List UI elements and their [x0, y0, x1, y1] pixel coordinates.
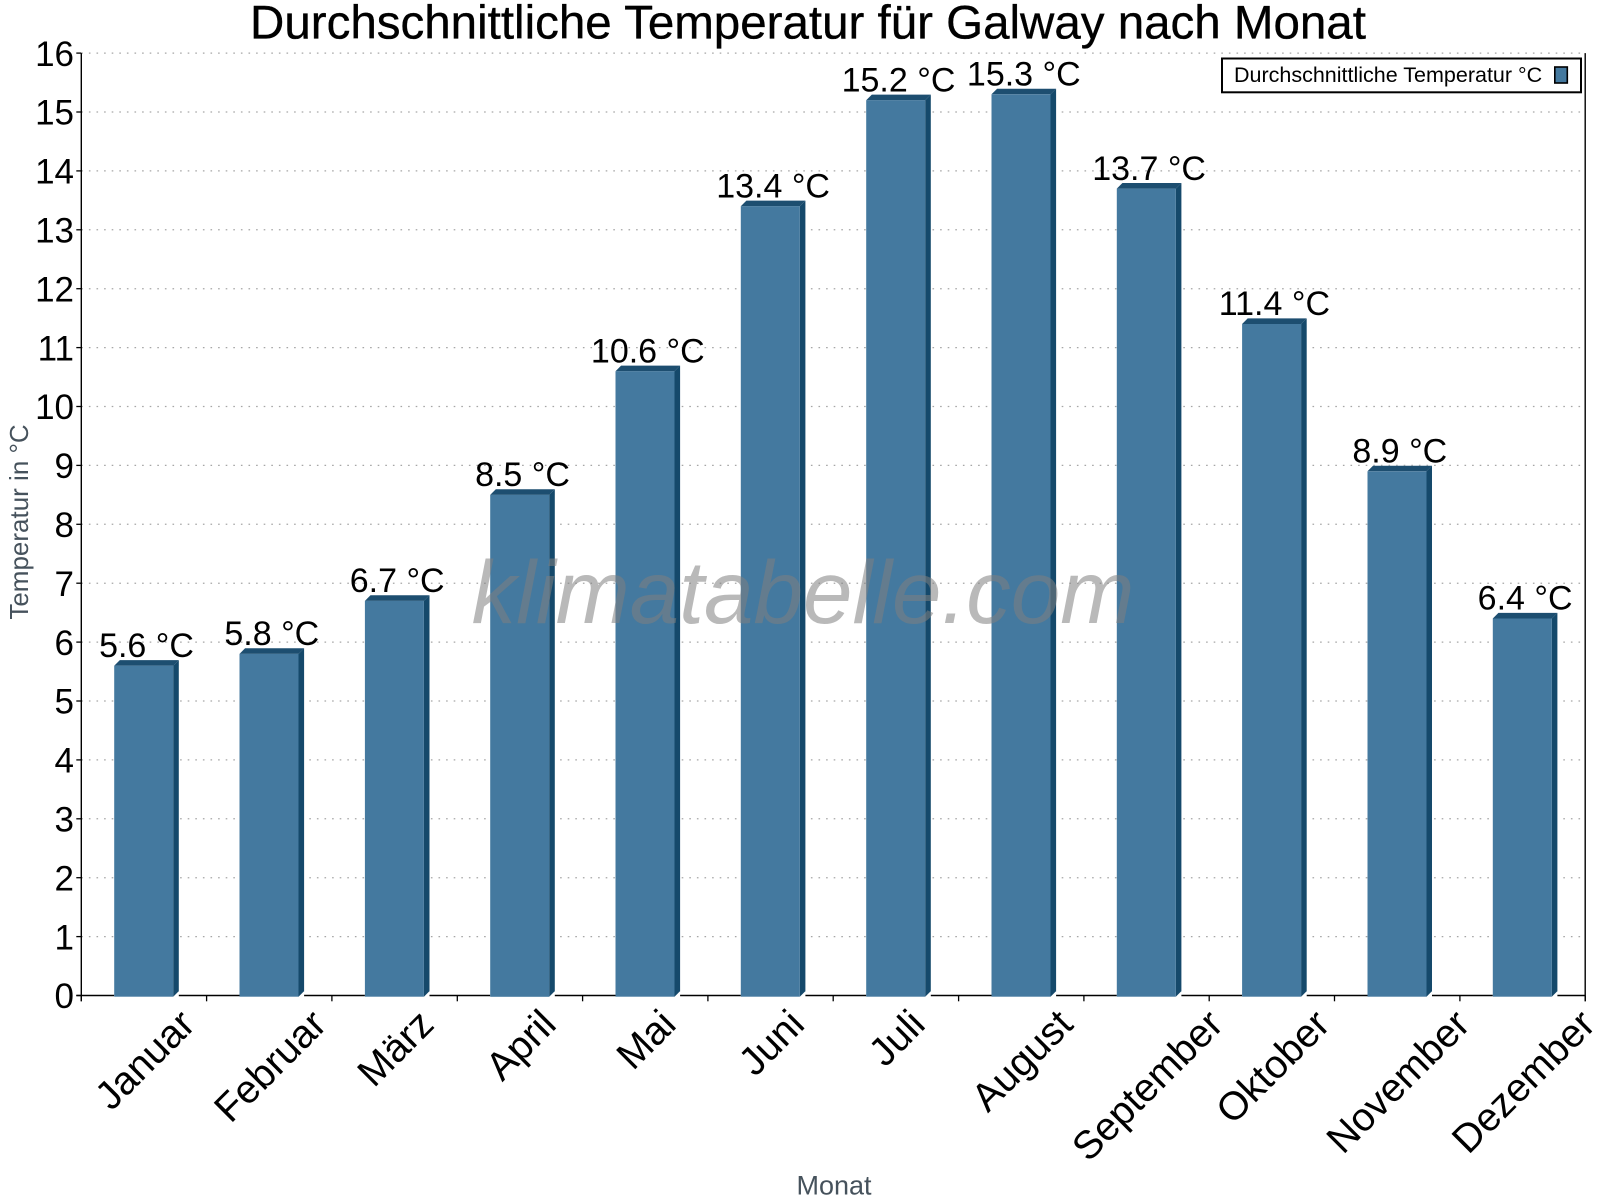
svg-text:6.7 °C: 6.7 °C: [350, 562, 445, 600]
svg-text:11: 11: [38, 329, 74, 368]
svg-text:6.4 °C: 6.4 °C: [1478, 580, 1573, 618]
svg-text:8: 8: [55, 506, 74, 545]
svg-text:12: 12: [35, 270, 74, 309]
svg-text:Durchschnittliche Temperatur °: Durchschnittliche Temperatur °C: [1234, 63, 1542, 87]
svg-text:Monat: Monat: [796, 1171, 872, 1200]
svg-text:11.4 °C: 11.4 °C: [1219, 285, 1330, 323]
svg-text:9: 9: [55, 447, 74, 486]
svg-text:13.4 °C: 13.4 °C: [716, 167, 830, 205]
svg-text:Durchschnittliche Temperatur f: Durchschnittliche Temperatur für Galway …: [250, 0, 1366, 50]
svg-text:15.2 °C: 15.2 °C: [842, 61, 956, 99]
svg-text:4: 4: [55, 742, 74, 781]
svg-text:5.6 °C: 5.6 °C: [99, 627, 194, 665]
svg-text:13.7 °C: 13.7 °C: [1092, 150, 1206, 188]
svg-text:15: 15: [35, 94, 74, 133]
svg-text:8.9 °C: 8.9 °C: [1352, 433, 1447, 471]
svg-text:10.6 °C: 10.6 °C: [591, 332, 705, 370]
svg-text:5: 5: [55, 683, 74, 722]
svg-text:15.3 °C: 15.3 °C: [967, 56, 1081, 94]
svg-text:8.5 °C: 8.5 °C: [475, 456, 570, 494]
svg-text:16: 16: [35, 35, 74, 74]
svg-text:2: 2: [55, 859, 74, 898]
svg-text:klimatabelle.com: klimatabelle.com: [472, 542, 1135, 642]
svg-text:7: 7: [55, 565, 74, 604]
svg-text:Temperatur in °C: Temperatur in °C: [4, 424, 34, 619]
svg-text:13: 13: [35, 212, 74, 251]
svg-text:0: 0: [55, 977, 74, 1016]
svg-text:5.8 °C: 5.8 °C: [224, 615, 319, 653]
svg-text:1: 1: [55, 918, 74, 957]
svg-text:10: 10: [35, 388, 74, 427]
svg-text:6: 6: [55, 624, 74, 663]
svg-text:14: 14: [35, 153, 74, 192]
svg-text:3: 3: [55, 801, 74, 840]
